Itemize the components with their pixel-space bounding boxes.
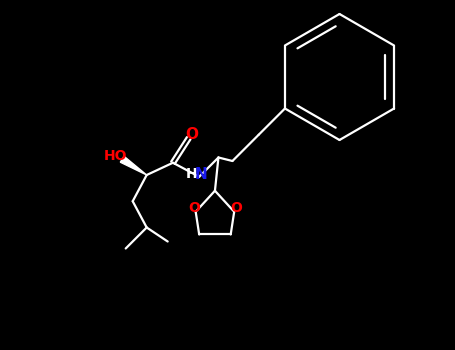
Polygon shape — [120, 156, 147, 175]
Text: H: H — [186, 167, 197, 181]
Text: HO: HO — [104, 149, 128, 163]
Text: O: O — [188, 201, 200, 215]
Text: O: O — [230, 201, 242, 215]
Text: N: N — [195, 168, 207, 182]
Text: O: O — [186, 127, 199, 141]
